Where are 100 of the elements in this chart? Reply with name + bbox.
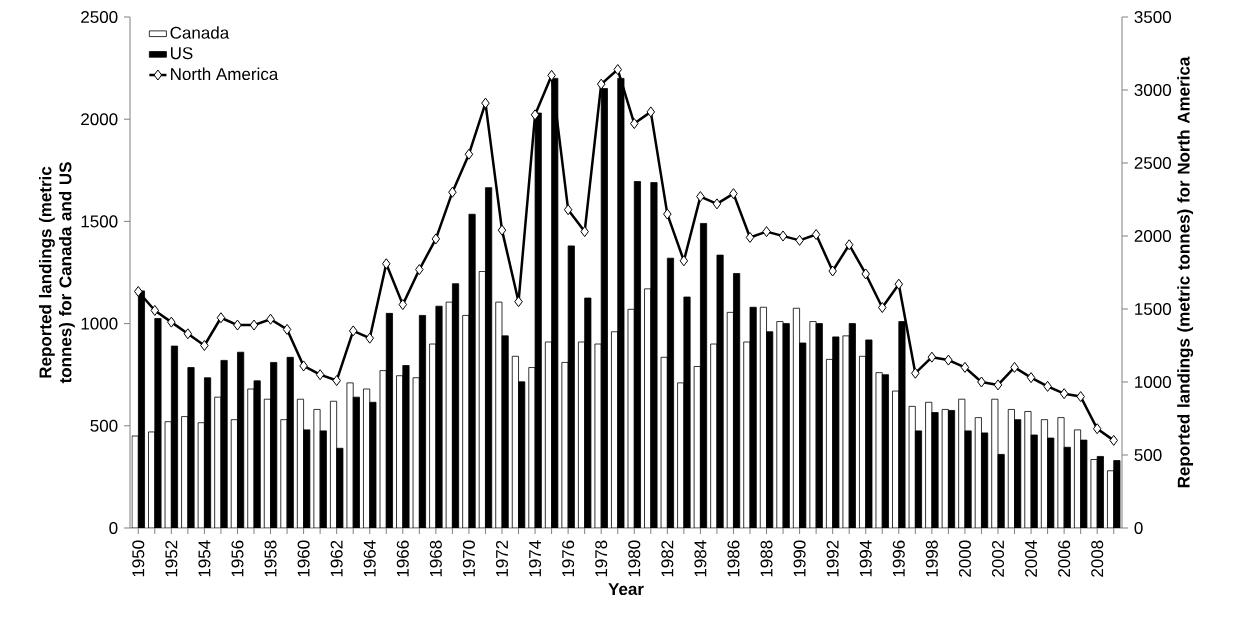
point <box>382 258 391 270</box>
point <box>183 328 193 340</box>
x-tick-label: 1974 <box>529 540 542 577</box>
legend-label: Canada <box>170 26 230 39</box>
point <box>448 186 457 198</box>
point <box>927 351 937 363</box>
point <box>729 188 738 200</box>
x-tick-label: 1990 <box>793 540 806 577</box>
point <box>696 191 705 203</box>
point <box>944 354 953 366</box>
point <box>993 379 1003 391</box>
point <box>530 109 540 121</box>
point <box>481 97 490 109</box>
x-tick-label: 2000 <box>958 540 971 577</box>
point <box>200 339 209 351</box>
point <box>563 204 573 216</box>
point <box>348 325 358 337</box>
x-tick-label: 1960 <box>297 540 310 577</box>
x-tick-label: 1996 <box>892 540 905 577</box>
point <box>1059 388 1069 400</box>
point <box>134 285 143 297</box>
y-axis-title: Reported landings (metric tonnes) for Canada and US <box>38 162 75 384</box>
x-tick-label: 1952 <box>165 540 178 577</box>
point <box>282 323 292 335</box>
x-tick-label: 1954 <box>198 540 211 577</box>
point <box>1010 361 1019 373</box>
point <box>514 296 523 308</box>
y2-tick-label: 2500 <box>1134 156 1172 170</box>
point <box>464 148 474 160</box>
x-tick-label: 1964 <box>363 540 376 577</box>
point <box>977 376 986 388</box>
point <box>332 375 341 387</box>
x-tick-label: 1998 <box>925 540 938 577</box>
x-tick-label: 2006 <box>1058 540 1071 577</box>
y-tick-label: 2500 <box>81 10 118 24</box>
y-tick-label: 500 <box>90 419 118 432</box>
x-tick-label: 1994 <box>859 540 872 577</box>
x-tick-label: 1972 <box>495 540 509 577</box>
point <box>663 208 672 220</box>
point <box>596 78 606 90</box>
point <box>547 69 556 81</box>
x-tick-label: 1966 <box>396 540 409 577</box>
point <box>249 319 259 331</box>
point <box>778 230 788 242</box>
point <box>762 226 771 238</box>
point <box>844 239 854 251</box>
legend-label: US <box>170 47 193 60</box>
y2-tick-label: 500 <box>1134 448 1162 462</box>
point <box>1043 380 1052 392</box>
y-tick-label: 0 <box>109 521 118 535</box>
y2-tick-label: 1500 <box>1135 302 1172 316</box>
x-tick-label: 1986 <box>727 540 740 577</box>
x-tick-label: 2002 <box>991 540 1005 577</box>
point <box>878 302 887 314</box>
y2-tick-label: 2000 <box>1134 229 1172 243</box>
point <box>497 224 507 236</box>
x-tick-label: 1982 <box>661 540 674 577</box>
point <box>911 367 920 379</box>
x-tick-label: 1962 <box>330 540 343 577</box>
x-tick-label: 2008 <box>1091 540 1104 577</box>
x-tick-label: 1950 <box>132 540 145 577</box>
point <box>266 313 275 325</box>
point <box>299 360 308 372</box>
x-tick-label: 1958 <box>264 540 277 577</box>
point <box>679 255 689 267</box>
x-tick-label: 2004 <box>1025 540 1038 577</box>
x-tick-label: 1976 <box>562 540 575 577</box>
x-tick-label: 1956 <box>231 540 244 577</box>
x-tick-label: 1970 <box>462 540 475 577</box>
x-tick-label: 1980 <box>628 540 641 577</box>
point <box>580 226 589 238</box>
point <box>894 278 904 290</box>
y-tick-label: 1500 <box>81 215 118 228</box>
y2-tick-label: 3000 <box>1134 83 1172 97</box>
point <box>1076 391 1085 403</box>
x-tick-label: 1988 <box>760 540 773 577</box>
point <box>745 231 755 243</box>
y2-tick-label: 3500 <box>1134 10 1172 24</box>
point <box>712 198 722 210</box>
x-tick-label: 1968 <box>429 540 442 577</box>
point <box>150 304 160 316</box>
point <box>365 332 374 344</box>
y2-tick-label: 1000 <box>1135 375 1172 389</box>
point <box>315 369 325 381</box>
legend-label: North America <box>171 67 279 81</box>
x-tick-label: 1992 <box>826 540 839 577</box>
x-tick-label: 1984 <box>694 540 707 577</box>
point <box>415 264 424 276</box>
point <box>828 265 837 277</box>
point <box>861 268 870 280</box>
point <box>216 312 226 324</box>
y2-tick-label: 0 <box>1134 521 1143 535</box>
point <box>646 106 656 118</box>
x-tick-label: 1978 <box>595 540 608 577</box>
point <box>431 233 441 245</box>
point <box>1092 423 1102 435</box>
point <box>1026 372 1036 384</box>
x-axis-title: Year <box>608 583 644 596</box>
point <box>630 118 639 130</box>
point <box>1109 434 1118 446</box>
